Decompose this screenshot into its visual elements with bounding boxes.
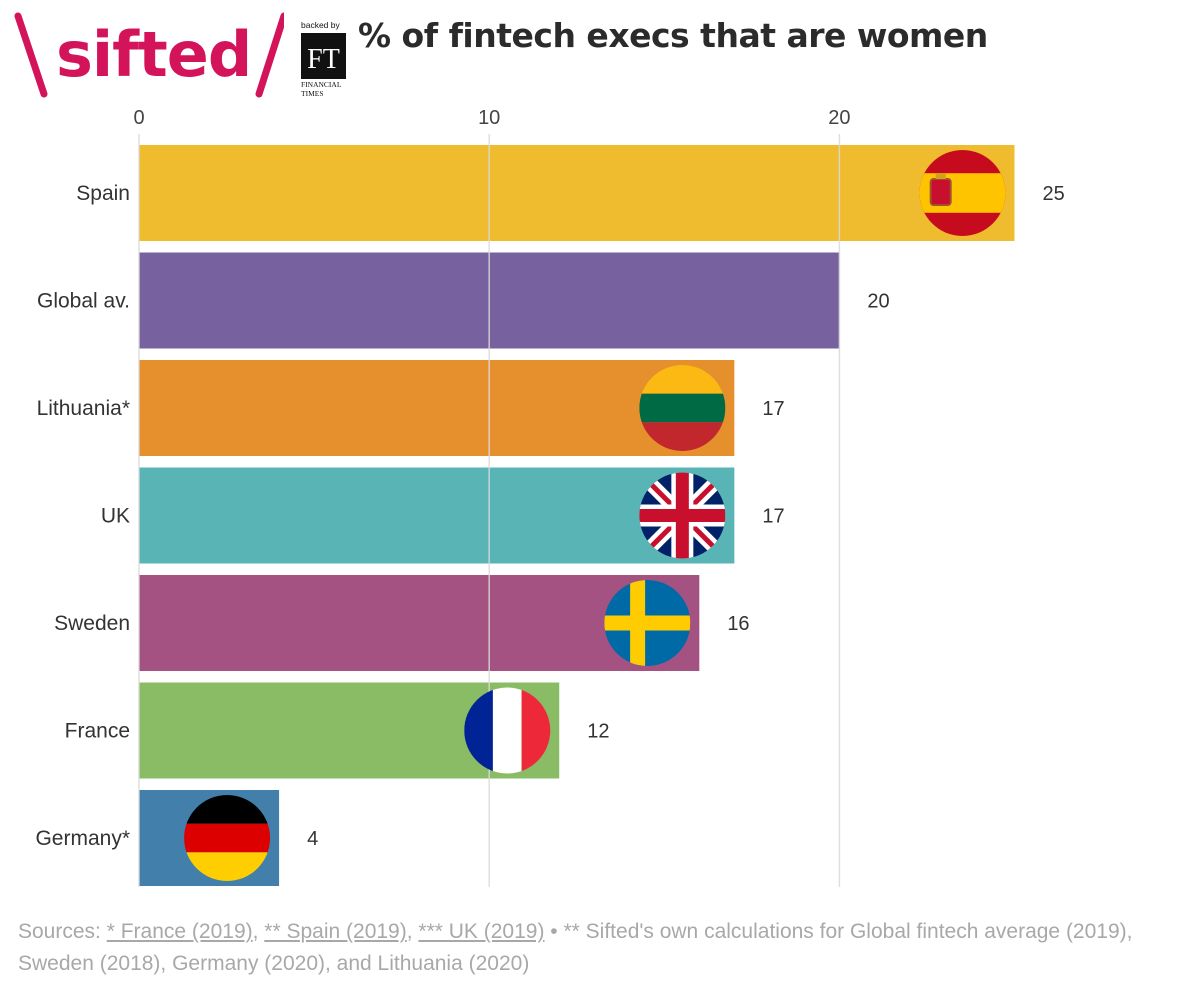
- bar-uk[interactable]: [139, 467, 735, 564]
- value-label: 17: [762, 506, 784, 528]
- category-label: Spain: [76, 182, 130, 205]
- spain-flag-icon: [919, 150, 1006, 236]
- source-link-france[interactable]: * France (2019): [106, 920, 253, 943]
- chart-header: sifted backed by FT FINANCIAL TIMES % of…: [0, 0, 1200, 100]
- value-label: 17: [762, 398, 784, 420]
- bar-spain[interactable]: [139, 145, 1015, 241]
- bars-group: [139, 145, 1015, 886]
- value-label: 4: [307, 828, 318, 850]
- x-tick-label: 20: [828, 107, 850, 129]
- sources-prefix: Sources:: [18, 920, 107, 943]
- category-label: Germany*: [35, 827, 130, 850]
- svg-text:TIMES: TIMES: [301, 89, 324, 98]
- svg-text:backed by: backed by: [301, 20, 340, 30]
- category-label: Sweden: [54, 612, 130, 635]
- bar-chart: 0 10 20 Spain 25 Global av. 20 Lithuania* 17 UK 17…: [35, 107, 1065, 887]
- value-label: 20: [867, 291, 889, 313]
- ft-logo: backed by FT FINANCIAL TIMES: [301, 20, 346, 98]
- bar-lithuania[interactable]: [139, 360, 735, 456]
- svg-text:FINANCIAL: FINANCIAL: [301, 80, 342, 89]
- category-label: France: [65, 720, 130, 743]
- category-label: Lithuania*: [37, 397, 130, 420]
- category-label: UK: [101, 505, 130, 528]
- france-flag-icon: [464, 687, 551, 774]
- uk-flag-icon: [639, 472, 726, 559]
- chart-title: % of fintech execs that are women: [358, 16, 988, 55]
- sources-text: • ** Sifted's own calculations for Globa…: [18, 920, 1133, 975]
- category-label: Global av.: [37, 290, 130, 313]
- source-link-spain[interactable]: ** Spain (2019): [264, 920, 407, 943]
- value-label: 16: [727, 613, 749, 635]
- sources-note: Sources: * France (2019), ** Spain (2019…: [18, 920, 1133, 975]
- svg-text:FT: FT: [307, 44, 340, 75]
- x-tick-label: 0: [133, 107, 144, 129]
- sifted-logo[interactable]: sifted: [14, 10, 284, 100]
- logo-text: sifted: [56, 18, 251, 91]
- sweden-flag-icon: [604, 580, 691, 666]
- value-label: 12: [587, 721, 609, 743]
- value-label: 25: [1043, 183, 1065, 205]
- source-link-uk[interactable]: *** UK (2019): [418, 920, 545, 943]
- x-tick-label: 10: [478, 107, 500, 129]
